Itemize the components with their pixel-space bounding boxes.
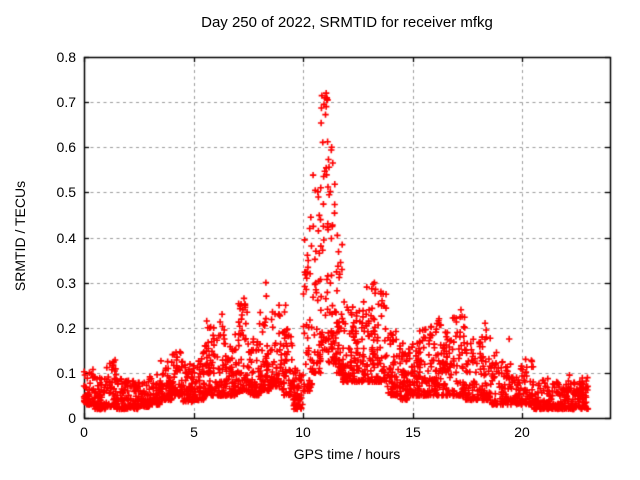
x-tick-label: 10 [295,424,311,440]
y-tick-label: 0.2 [56,320,76,336]
y-tick-label: 0.4 [56,230,76,246]
y-tick-label: 0.7 [56,94,76,110]
x-tick-label: 0 [80,424,88,440]
y-tick-label: 0.8 [56,49,76,65]
y-tick-label: 0.6 [56,139,76,155]
x-axis-label: GPS time / hours [293,446,401,462]
x-tick-label: 20 [514,424,530,440]
x-tick-label: 15 [405,424,421,440]
chart-title: Day 250 of 2022, SRMTID for receiver mfk… [201,14,493,31]
y-tick-label: 0.1 [56,365,76,381]
y-tick-label: 0.3 [56,275,76,291]
y-tick-label: 0 [68,410,76,426]
y-tick-label: 0.5 [56,184,76,200]
x-tick-label: 5 [190,424,198,440]
